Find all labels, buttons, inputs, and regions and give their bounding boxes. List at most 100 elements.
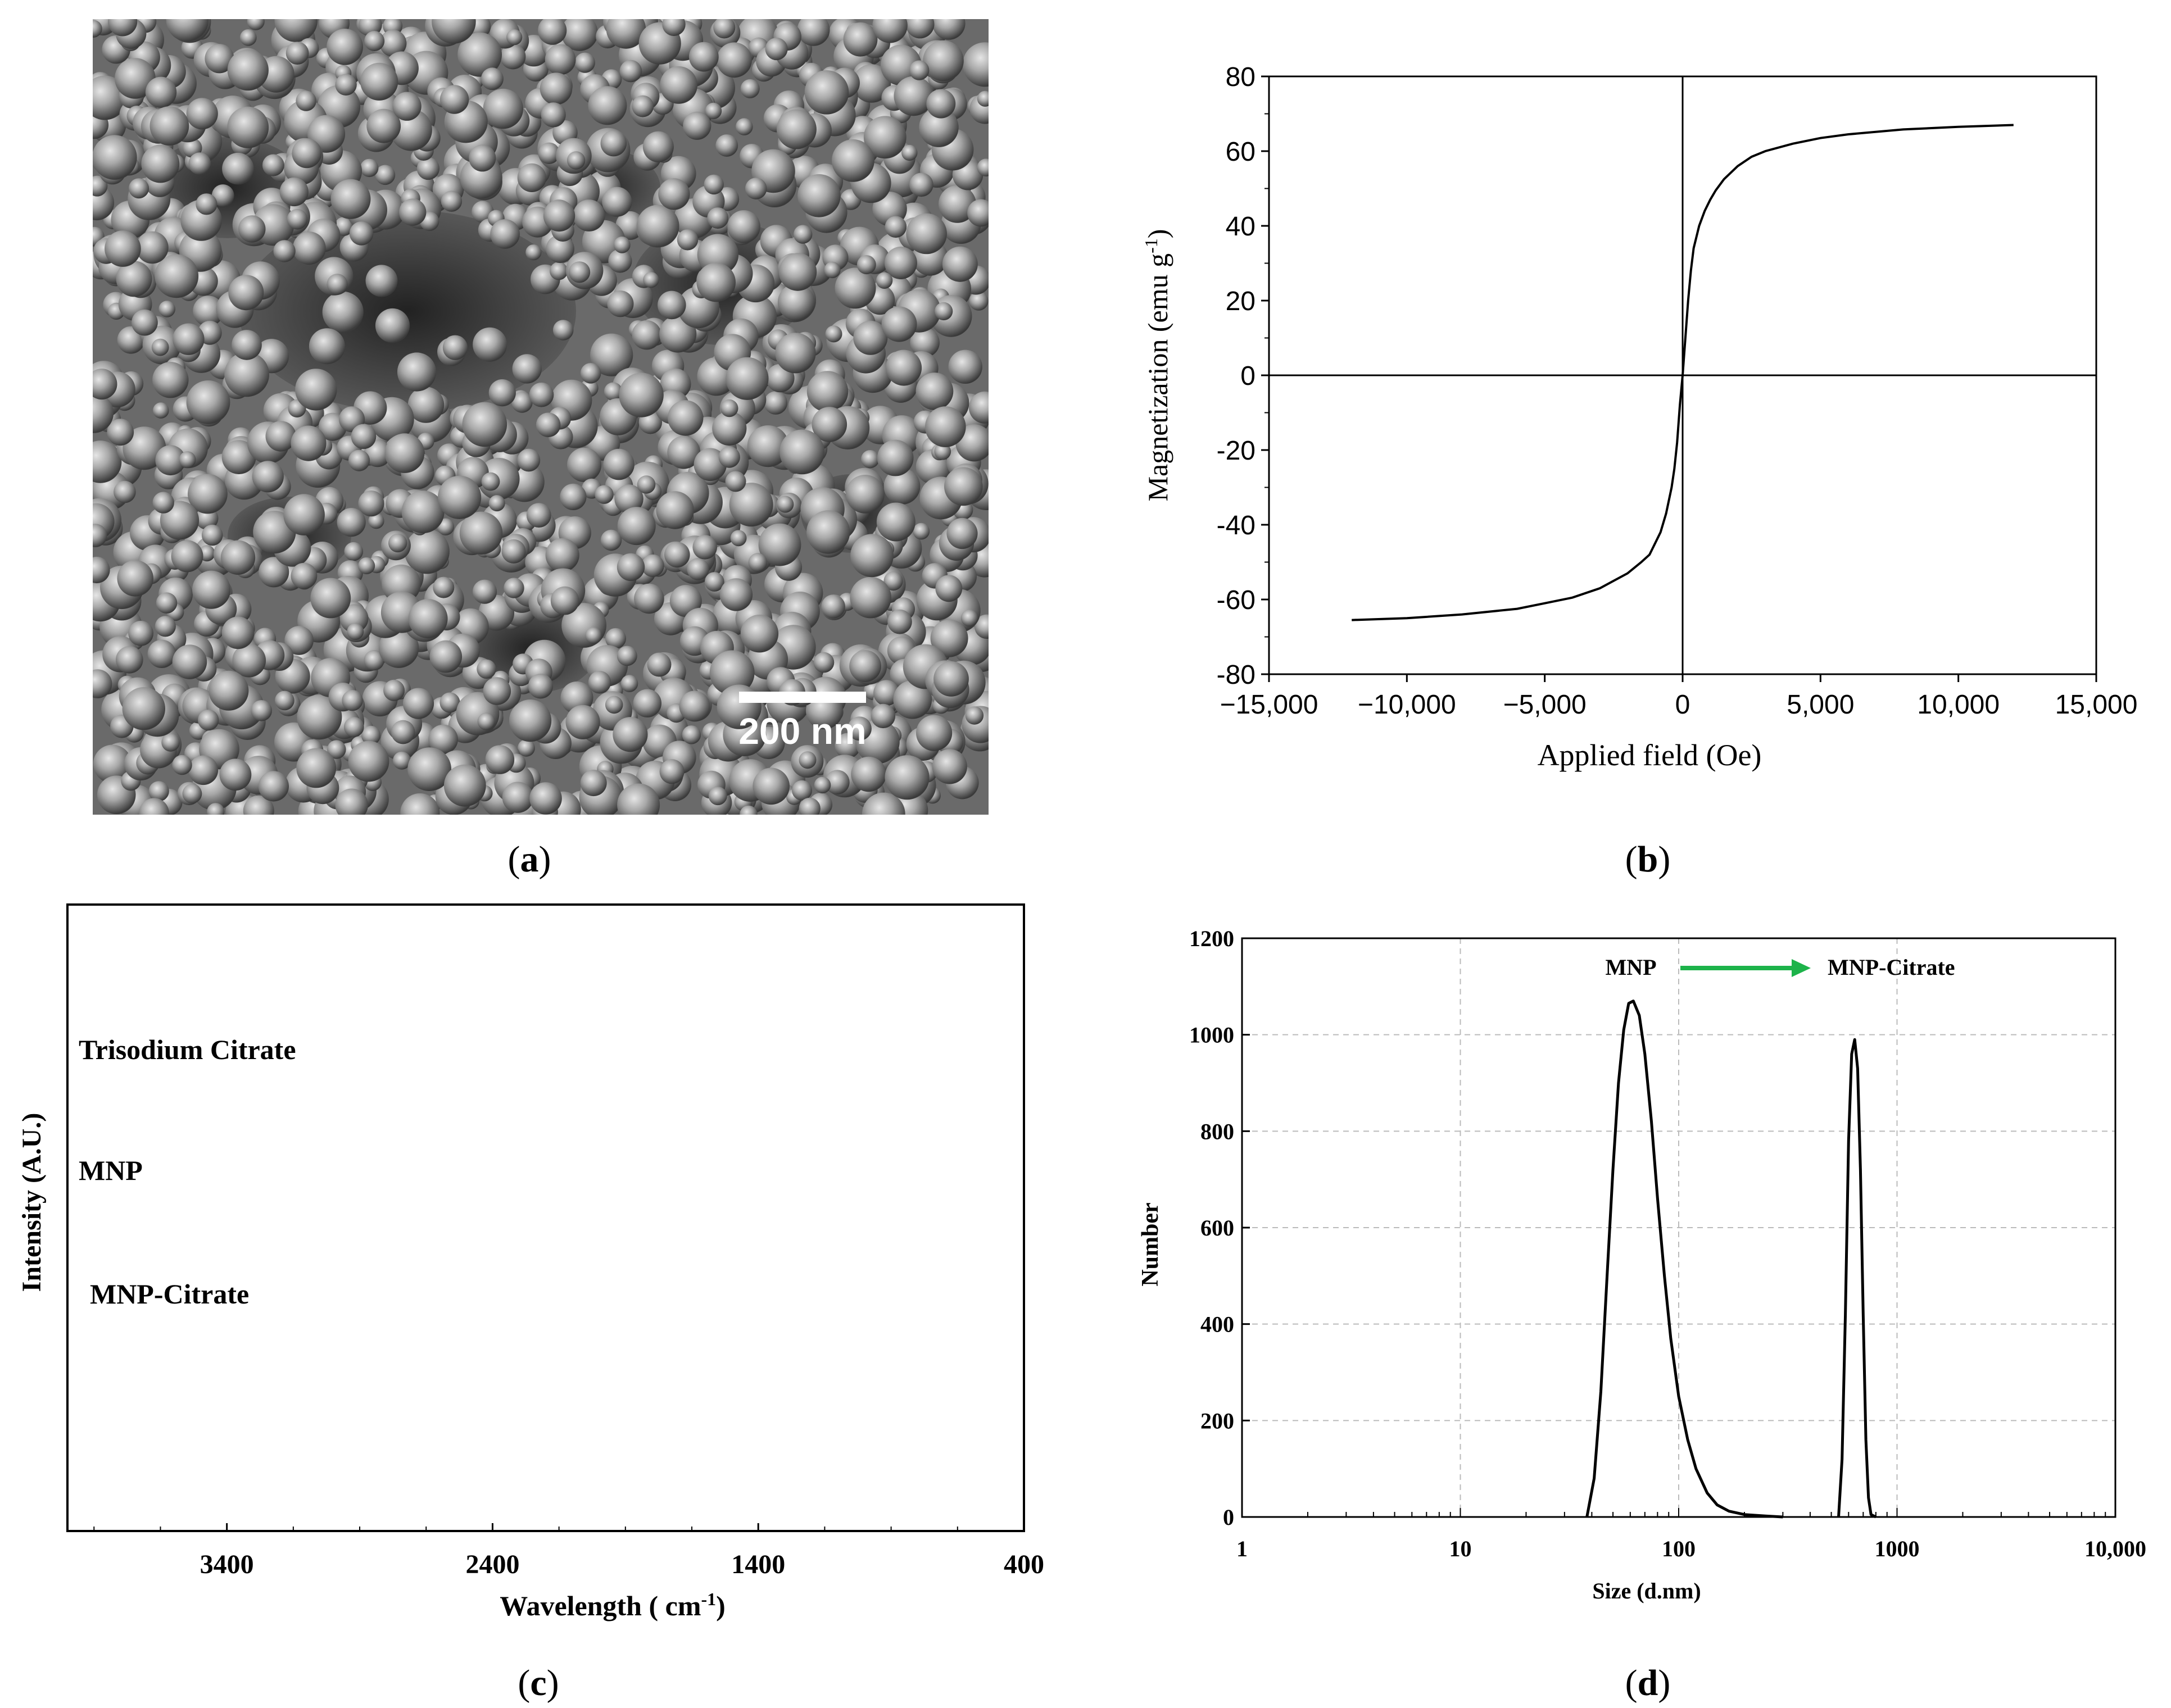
sem-particle — [207, 803, 225, 815]
sem-particle — [942, 246, 978, 282]
scale-bar — [739, 692, 866, 703]
sem-particle — [512, 354, 542, 384]
x-tick-label: −15,000 — [1220, 690, 1318, 720]
sem-particle — [664, 542, 690, 568]
sem-particle — [335, 74, 357, 96]
sem-particle — [481, 67, 504, 90]
x-tick-label: 2400 — [465, 1550, 519, 1579]
sem-particle — [274, 19, 318, 42]
sem-particle — [258, 771, 289, 802]
sem-particle — [483, 677, 511, 705]
sem-particle — [327, 274, 348, 295]
sem-particle — [821, 594, 845, 619]
sem-particle — [364, 650, 384, 671]
sem-particle — [432, 19, 476, 44]
sem-particle — [543, 199, 575, 232]
series-label: MNP — [79, 1155, 143, 1186]
sem-particle — [247, 19, 265, 30]
sem-particle — [632, 320, 661, 350]
sem-particle — [814, 776, 831, 794]
sem-particle — [682, 725, 701, 744]
panel-label-a: (a) — [507, 839, 551, 880]
sem-particle — [295, 369, 337, 411]
y-tick-label: 40 — [1226, 212, 1256, 242]
sem-particle — [776, 109, 817, 149]
sem-particle — [538, 142, 560, 164]
sem-particle — [483, 88, 523, 129]
sem-particle — [221, 440, 256, 474]
sem-particle — [287, 208, 308, 230]
sem-particle — [901, 144, 918, 161]
sem-particle — [375, 165, 396, 185]
x-tick-label: 10,000 — [1917, 690, 2000, 720]
sem-particle — [636, 205, 679, 248]
sem-particle — [490, 219, 520, 249]
ftir-chart: Intensity (A.U.) Wavelength ( cm-1) 3400… — [17, 903, 1044, 1621]
sem-particle — [617, 553, 645, 582]
sem-particle — [517, 448, 541, 472]
sem-particle — [567, 447, 602, 482]
x-tick-label: 15,000 — [2055, 690, 2138, 720]
y-axis-label: Magnetization (emu g-1) — [1141, 229, 1173, 502]
sem-particle — [608, 249, 632, 273]
sem-particle — [797, 174, 841, 217]
sem-particle — [707, 207, 729, 229]
sem-particle — [843, 22, 878, 57]
sem-particle — [401, 490, 445, 534]
sem-particle — [804, 70, 849, 115]
sem-particle — [884, 247, 917, 279]
sem-particle — [172, 755, 192, 775]
sem-particle — [166, 19, 209, 42]
sem-particle — [799, 751, 817, 769]
sem-particle — [588, 671, 611, 694]
sem-particle — [337, 508, 366, 537]
y-tick-label: 800 — [1200, 1119, 1234, 1144]
sem-particle — [155, 254, 199, 298]
sem-particle — [93, 556, 110, 584]
sem-particle — [712, 411, 747, 446]
sem-particle — [192, 570, 231, 609]
sem-particle — [643, 272, 659, 288]
sem-particle — [408, 599, 448, 639]
sem-particle — [156, 592, 178, 614]
sem-particle — [114, 480, 136, 503]
sem-particle — [351, 424, 377, 449]
sem-particle — [905, 19, 935, 39]
sem-particle — [708, 787, 727, 806]
sem-particle — [502, 782, 534, 813]
panel-label-d: (d) — [1625, 1662, 1671, 1704]
sem-particle — [477, 712, 495, 730]
sem-particle — [552, 320, 574, 340]
sem-particle — [545, 538, 579, 573]
sem-particle — [883, 468, 921, 505]
sem-particle — [573, 199, 605, 231]
sem-particle — [228, 275, 264, 311]
sem-particle — [152, 362, 189, 398]
sem-particle — [384, 433, 425, 473]
sem-particle — [517, 163, 546, 192]
sem-particle — [753, 767, 790, 805]
sem-particle — [472, 579, 497, 604]
sem-particle — [506, 29, 523, 46]
sem-particle — [511, 392, 533, 413]
sem-particle — [923, 40, 964, 81]
x-tick-label: 100 — [1662, 1536, 1696, 1561]
y-tick-label: 0 — [1223, 1505, 1234, 1530]
sem-particle — [221, 616, 255, 649]
panel-label-b: (b) — [1625, 839, 1671, 880]
sem-particle — [894, 76, 934, 116]
sem-particle — [550, 586, 579, 615]
sem-particle — [348, 741, 389, 782]
annotation-arrowhead — [1792, 959, 1811, 977]
sem-particle — [580, 363, 601, 384]
sem-particle — [400, 793, 440, 815]
sem-particle — [238, 215, 266, 243]
sem-particle — [433, 576, 455, 598]
sem-particle — [501, 539, 526, 564]
sem-particle — [335, 788, 368, 815]
sem-particle — [388, 533, 407, 553]
sem-particle — [719, 578, 753, 611]
sem-particle — [283, 494, 325, 535]
sem-particle — [873, 680, 900, 706]
sem-particle — [375, 308, 410, 343]
